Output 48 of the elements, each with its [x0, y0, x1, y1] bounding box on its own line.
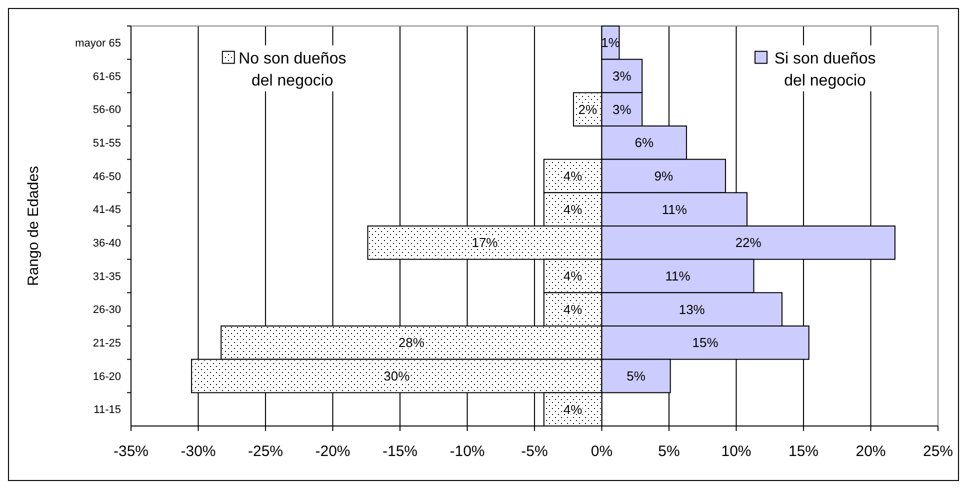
legend-label: Si son dueños del negocio: [774, 50, 876, 90]
data-label: 3%: [612, 68, 632, 84]
y-tick-label: 11-15: [94, 404, 121, 416]
data-label: 15%: [692, 335, 719, 350]
data-label: 3%: [612, 102, 632, 117]
data-label: 11%: [665, 268, 691, 284]
x-tick-label: -30%: [180, 443, 216, 460]
x-tick-label: 5%: [658, 443, 680, 460]
y-tick-label: 51-55: [92, 138, 121, 150]
y-tick-label: 21-25: [92, 338, 121, 350]
y-tick-label: 61-65: [92, 70, 121, 83]
data-label: 28%: [398, 335, 425, 350]
data-label: 4%: [563, 268, 583, 284]
x-tick-label: 25%: [922, 443, 954, 460]
x-tick-label: 15%: [788, 443, 819, 460]
x-tick-label: -20%: [315, 443, 350, 460]
x-tick-label: -35%: [113, 443, 149, 460]
data-label: 4%: [563, 302, 583, 317]
y-tick-label: 31-35: [92, 270, 121, 283]
data-label: 9%: [654, 168, 674, 184]
y-tick-label: 26-30: [92, 304, 121, 316]
y-tick-label: 56-60: [92, 104, 121, 116]
data-label: 11%: [662, 202, 688, 217]
x-tick-label: 0%: [590, 443, 613, 460]
data-label: 5%: [626, 368, 646, 384]
x-tick-label: -10%: [450, 443, 485, 460]
data-label: 4%: [563, 202, 583, 217]
data-label: 4%: [563, 402, 583, 417]
y-axis-title: Rango de Edades: [25, 166, 42, 286]
legend-label: No son dueños del negocio: [238, 50, 346, 90]
data-label: 30%: [384, 368, 410, 384]
x-tick-label: -25%: [248, 443, 284, 460]
data-label: 17%: [472, 235, 498, 250]
x-tick-label: 10%: [721, 443, 752, 460]
data-label: 13%: [678, 302, 706, 317]
data-label: 6%: [634, 135, 654, 150]
x-tick-label: -5%: [521, 443, 548, 460]
data-label: 4%: [563, 168, 583, 184]
data-label: 1%: [601, 35, 620, 50]
y-tick-label: 46-50: [92, 170, 121, 183]
x-tick-label: 20%: [856, 443, 886, 460]
y-tick-label: 16-20: [92, 370, 121, 383]
x-tick-label: -15%: [382, 443, 418, 460]
y-tick-label: 36-40: [92, 238, 121, 250]
data-label: 2%: [578, 102, 598, 117]
y-tick-label: mayor 65: [75, 38, 121, 50]
y-tick-label: 41-45: [92, 204, 121, 216]
data-label: 22%: [735, 235, 762, 250]
